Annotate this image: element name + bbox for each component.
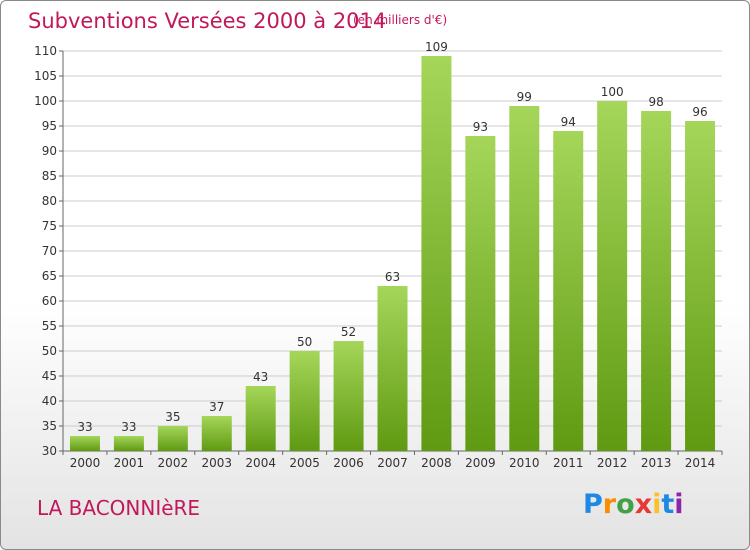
- y-tick-label: 40: [42, 394, 57, 408]
- y-tick-label: 95: [42, 119, 57, 133]
- y-tick-label: 105: [34, 69, 57, 83]
- y-tick-label: 75: [42, 219, 57, 233]
- data-labels: 33 33 35 37 43 50 52 63 109 93 99 94 100 98 96: [77, 40, 707, 434]
- x-tick-label: 2014: [685, 456, 716, 470]
- bar-2005: [289, 351, 320, 451]
- bar-2013: [641, 111, 672, 451]
- y-tick-label: 100: [34, 94, 57, 108]
- bar-2000: [69, 436, 100, 451]
- y-tick-label: 60: [42, 294, 57, 308]
- data-label-2012: 100: [601, 85, 624, 99]
- proxiti-logo: Proxiti: [583, 489, 684, 520]
- x-tick-label: 2001: [114, 456, 145, 470]
- y-tick-label: 85: [42, 169, 57, 183]
- bar-2001: [113, 436, 144, 451]
- bar-2003: [201, 416, 232, 451]
- y-tick-label: 90: [42, 144, 57, 158]
- bar-2007: [377, 286, 408, 451]
- y-tick-label: 35: [42, 419, 57, 433]
- bar-2014: [685, 121, 716, 451]
- data-label-2005: 50: [297, 335, 312, 349]
- x-tick-label: 2010: [509, 456, 540, 470]
- y-tick-label: 110: [34, 44, 57, 58]
- y-tick-label: 65: [42, 269, 57, 283]
- data-label-2008: 109: [425, 40, 448, 54]
- x-tick-label: 2013: [641, 456, 672, 470]
- commune-name: LA BACONNIèRE: [37, 496, 201, 520]
- bar-2002: [157, 426, 188, 451]
- bar-2009: [465, 136, 496, 451]
- x-tick-label: 2004: [245, 456, 276, 470]
- x-tick-label: 2006: [333, 456, 364, 470]
- data-label-2004: 43: [253, 370, 268, 384]
- data-label-2000: 33: [77, 420, 92, 434]
- data-label-2009: 93: [473, 120, 488, 134]
- chart-subtitle: (en milliers d'€): [353, 13, 448, 27]
- x-tick-label: 2002: [158, 456, 189, 470]
- data-label-2001: 33: [121, 420, 136, 434]
- data-label-2007: 63: [385, 270, 400, 284]
- y-tick-label: 50: [42, 344, 57, 358]
- x-tick-label: 2007: [377, 456, 408, 470]
- x-tick-label: 2000: [70, 456, 101, 470]
- data-label-2014: 96: [692, 105, 707, 119]
- y-tick-label: 45: [42, 369, 57, 383]
- data-label-2010: 99: [517, 90, 532, 104]
- bar-2011: [553, 131, 584, 451]
- y-tick-label: 55: [42, 319, 57, 333]
- bar-2010: [509, 106, 540, 451]
- bar-2006: [333, 341, 364, 451]
- y-tick-label: 30: [42, 444, 57, 458]
- y-tick-label: 70: [42, 244, 57, 258]
- x-tick-label: 2008: [421, 456, 452, 470]
- data-label-2002: 35: [165, 410, 180, 424]
- bar-2012: [597, 101, 628, 451]
- data-label-2011: 94: [561, 115, 576, 129]
- bars: [69, 56, 716, 451]
- data-label-2006: 52: [341, 325, 356, 339]
- y-tick-label: 80: [42, 194, 57, 208]
- data-label-2013: 98: [648, 95, 663, 109]
- bar-2008: [421, 56, 452, 451]
- bar-2004: [245, 386, 276, 451]
- x-tick-label: 2011: [553, 456, 584, 470]
- x-tick-label: 2005: [289, 456, 320, 470]
- x-tick-label: 2012: [597, 456, 628, 470]
- data-label-2003: 37: [209, 400, 224, 414]
- x-tick-label: 2009: [465, 456, 496, 470]
- x-tick-label: 2003: [201, 456, 232, 470]
- chart-title: Subventions Versées 2000 à 2014: [28, 9, 387, 33]
